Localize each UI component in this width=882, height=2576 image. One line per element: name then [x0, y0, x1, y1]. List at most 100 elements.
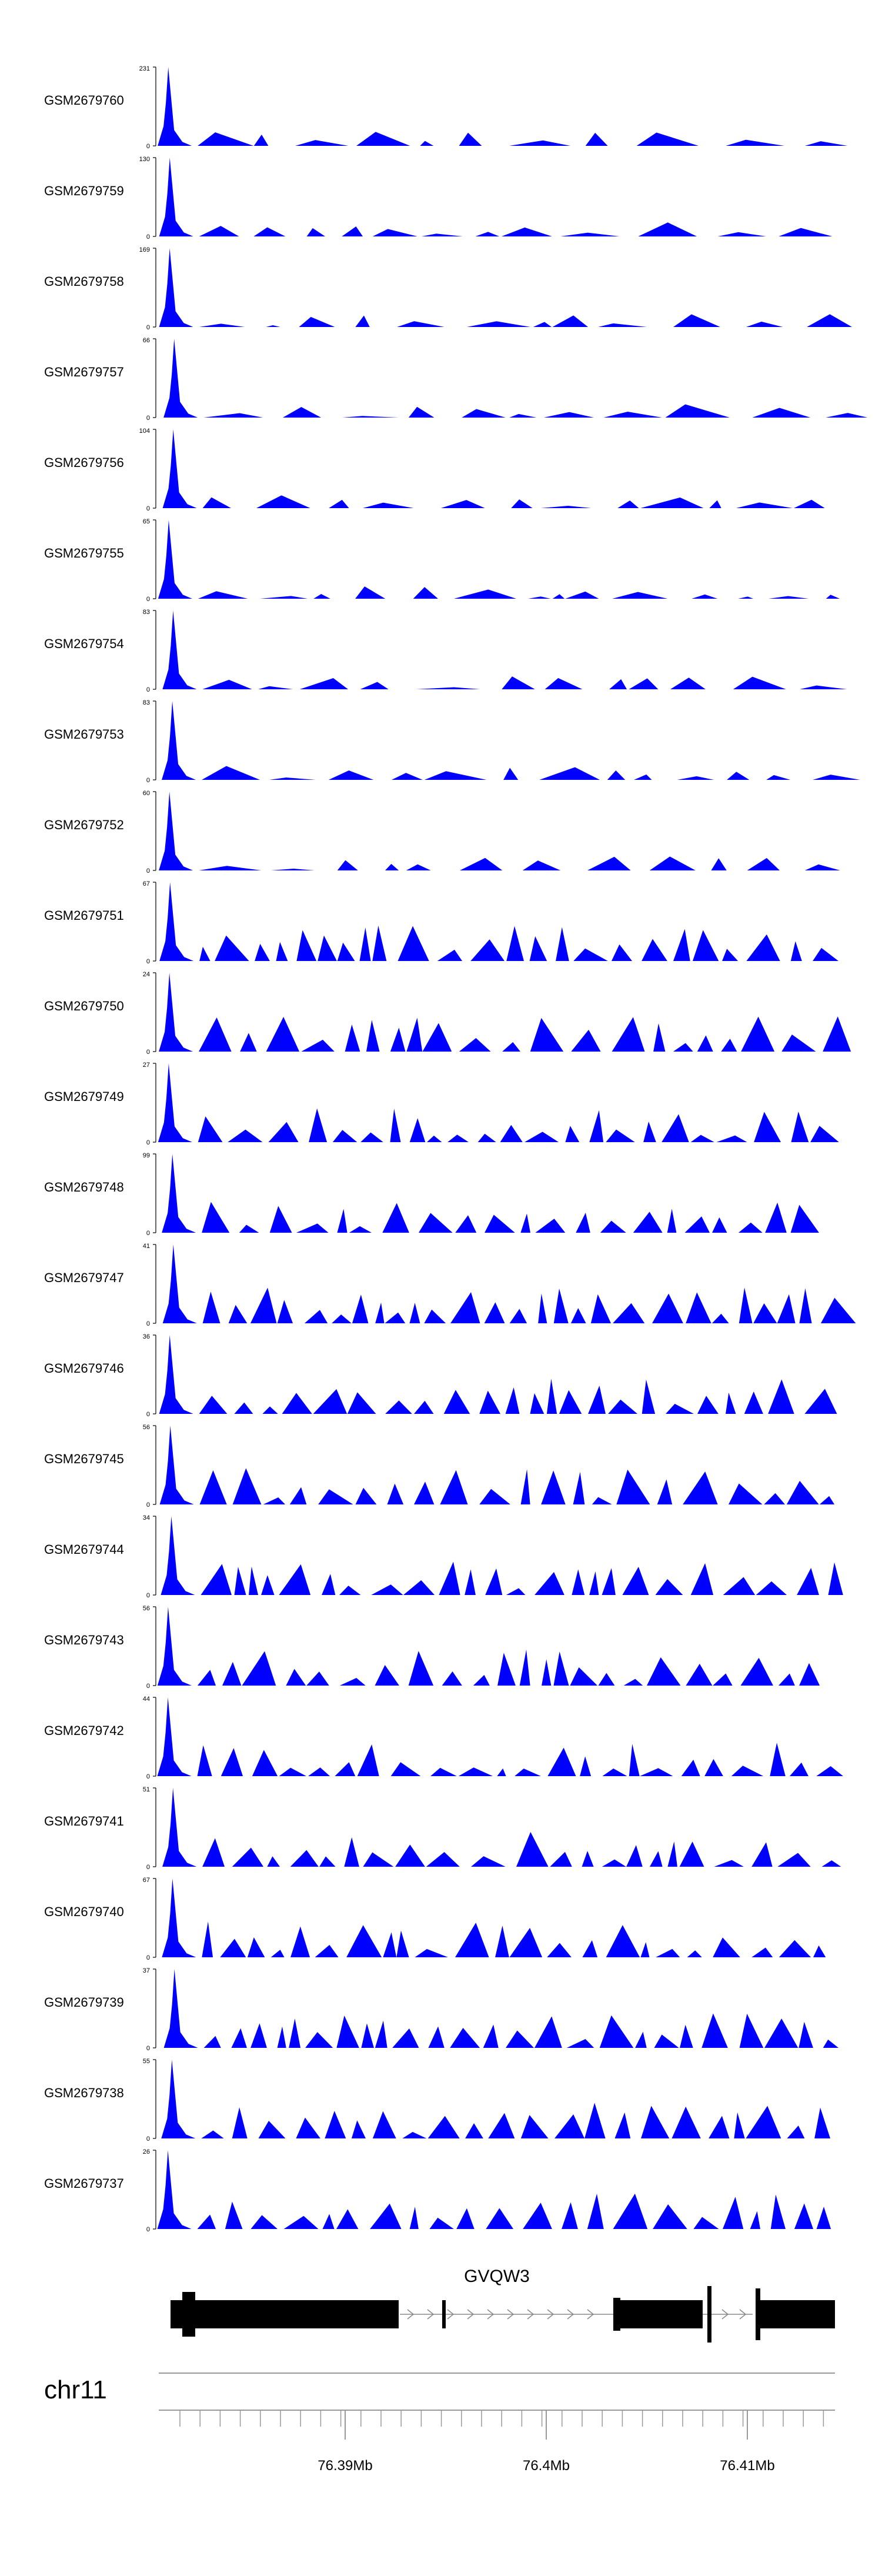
track-label: GSM2679745	[44, 1451, 124, 1466]
coverage-peak	[385, 1400, 412, 1414]
coverage-peak	[286, 1669, 306, 1686]
strand-arrow	[587, 2309, 594, 2320]
coverage-peak	[296, 2117, 320, 2138]
coverage-peak	[501, 227, 552, 236]
coverage-peak	[261, 1575, 275, 1595]
coverage-peak	[387, 1483, 404, 1504]
y-min-label: 0	[146, 2226, 150, 2233]
coverage-peak	[162, 701, 196, 780]
y-min-label: 0	[146, 1773, 150, 1780]
coverage-peak	[540, 506, 592, 508]
y-min-label: 0	[146, 1139, 150, 1146]
exon	[194, 2300, 399, 2328]
coverage-peak	[282, 1393, 312, 1414]
coverage-peak	[502, 676, 535, 689]
coverage-peak	[826, 413, 868, 418]
coverage-peak	[534, 1571, 564, 1595]
coverage-peak	[459, 1038, 491, 1052]
coverage-peak	[305, 2032, 333, 2048]
coverage-peak	[686, 1663, 713, 1686]
coverage-peak	[346, 1925, 382, 1957]
y-min-label: 0	[146, 867, 150, 875]
coverage-peak	[799, 2021, 813, 2048]
coverage-peak	[734, 2112, 745, 2138]
track-label: GSM2679742	[44, 1723, 124, 1738]
coverage-peak	[289, 1487, 307, 1504]
coverage-peak	[328, 770, 374, 780]
track-label: GSM2679755	[44, 546, 124, 560]
coverage-peak	[542, 1659, 552, 1686]
coverage-peak	[819, 1496, 835, 1504]
coverage-peak	[804, 141, 848, 146]
coverage-peak	[158, 67, 192, 146]
coverage-peak	[807, 314, 853, 327]
coverage-peak	[403, 1580, 435, 1595]
coverage-peak	[612, 1017, 645, 1052]
y-max-label: 67	[143, 880, 150, 887]
y-max-label: 231	[139, 65, 150, 72]
coverage-peak	[656, 1948, 680, 1957]
coverage-track: GSM2679750 24 0	[44, 971, 851, 1056]
coverage-peak	[390, 1027, 406, 1052]
coverage-peak	[455, 1923, 489, 1957]
coverage-peak	[616, 1469, 650, 1504]
coverage-peak	[714, 1860, 744, 1867]
coverage-track: GSM2679757 66 0	[44, 337, 868, 422]
coverage-peak	[162, 610, 197, 689]
y-max-label: 99	[143, 1152, 150, 1159]
coverage-peak	[613, 1303, 645, 1323]
tick-label: 76.41Mb	[720, 2458, 774, 2474]
coverage-peak	[701, 2013, 728, 2048]
coverage-peak	[629, 678, 659, 689]
coverage-peak	[746, 2105, 781, 2138]
coverage-peak	[270, 869, 315, 870]
y-max-label: 36	[143, 1333, 150, 1340]
y-max-label: 56	[143, 1605, 150, 1612]
coverage-peak	[533, 322, 552, 327]
coverage-peak	[541, 1470, 566, 1504]
coverage-peak	[201, 2130, 224, 2138]
coverage-peak	[797, 1567, 819, 1595]
y-min-label: 0	[146, 1049, 150, 1056]
coverage-track: GSM2679753 83 0	[44, 699, 860, 784]
coverage-peak	[268, 1122, 299, 1142]
coverage-peak	[634, 774, 652, 780]
coverage-peak	[349, 1226, 372, 1233]
coverage-peak	[247, 1937, 265, 1957]
coverage-peak	[308, 1767, 330, 1776]
coverage-peak	[828, 1562, 843, 1595]
coverage-peak	[606, 1129, 635, 1142]
coverage-peak	[370, 2203, 402, 2229]
track-label: GSM2679747	[44, 1270, 124, 1285]
track-label: GSM2679751	[44, 908, 124, 923]
coverage-peak	[565, 591, 599, 599]
coverage-peak	[382, 1203, 409, 1233]
coverage-peak	[690, 1563, 714, 1595]
coverage-peak	[363, 502, 414, 508]
coverage-peak	[427, 2115, 460, 2138]
coverage-peak	[352, 1294, 369, 1323]
coverage-peak	[603, 412, 663, 418]
coverage-peak	[649, 856, 696, 870]
coverage-peak	[363, 1852, 394, 1867]
coverage-peak	[588, 1385, 606, 1414]
coverage-track: GSM2679743 56 0	[44, 1605, 820, 1690]
track-label: GSM2679756	[44, 455, 124, 470]
coverage-peak	[642, 1379, 656, 1414]
track-label: GSM2679758	[44, 274, 124, 289]
coverage-peak	[766, 775, 791, 780]
coverage-peak	[643, 1121, 656, 1142]
coverage-peak	[741, 1016, 775, 1052]
coverage-peak	[609, 679, 627, 689]
coverage-peak	[232, 1468, 262, 1504]
coverage-peak	[520, 1213, 531, 1233]
coverage-peak	[727, 772, 750, 780]
coverage-peak	[240, 1033, 257, 1052]
coverage-track: GSM2679741 51 0	[44, 1786, 841, 1871]
y-max-label: 83	[143, 609, 150, 616]
coverage-peak	[691, 594, 718, 599]
coverage-peak	[612, 592, 668, 599]
y-max-label: 169	[139, 246, 150, 253]
coverage-peak	[570, 1308, 586, 1323]
coverage-peak	[397, 926, 429, 961]
